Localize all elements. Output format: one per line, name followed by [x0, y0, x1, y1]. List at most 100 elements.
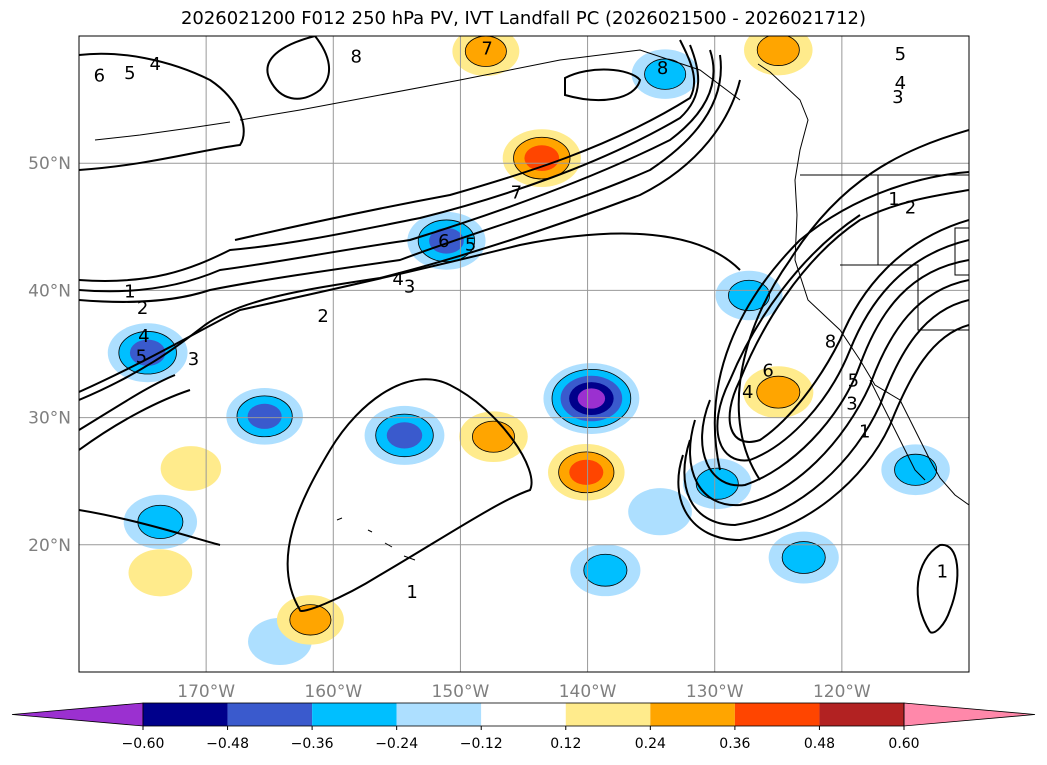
- pv-contour-4: [79, 54, 722, 303]
- ivt-anomaly-level: [160, 446, 222, 491]
- ivt-anomaly-blob: [160, 446, 222, 491]
- pv-contour-label: 4: [895, 73, 906, 94]
- pv-contour-trough-1: [728, 189, 969, 443]
- ivt-anomaly-level: [247, 403, 282, 429]
- ivt-anomaly-level: [386, 422, 423, 449]
- colorbar-segment: [819, 703, 904, 726]
- ivt-anomaly-blob: [128, 549, 193, 597]
- pv-contour-north-8: [564, 68, 642, 101]
- pv-contour-label: 1: [937, 562, 948, 583]
- pv-contour-trough-6: [677, 324, 969, 542]
- ivt-anomaly-blob: [743, 366, 814, 419]
- pv-contour-label: 5: [895, 44, 906, 65]
- aleutian-islands: [94, 121, 231, 141]
- colorbar-tick-label: −0.24: [375, 736, 418, 752]
- pv-contour-label: 5: [124, 63, 135, 84]
- colorbar-segment: [734, 703, 820, 726]
- colorbar-frame: [142, 702, 905, 727]
- pv-contour-label: 2: [905, 198, 916, 219]
- colorbar-tick-label: −0.12: [460, 736, 503, 752]
- pv-contour-label: 6: [762, 361, 773, 382]
- hawaii-islands: [336, 517, 416, 561]
- ivt-anomaly-blob: [570, 544, 641, 597]
- pv-contour-label: 6: [94, 65, 105, 86]
- ivt-anomaly-blob: [768, 531, 839, 584]
- colorbar-tick-label: 0.24: [635, 736, 666, 752]
- ivt-anomaly-blob: [682, 458, 752, 510]
- ivt-anomaly-blob: [628, 488, 692, 536]
- colorbar-segment: [143, 703, 228, 726]
- colorbar-high-extend: [903, 702, 1036, 727]
- pv-contour-se-1: [916, 543, 959, 634]
- latitude-label: 50°N: [28, 154, 71, 174]
- pv-contour-label: 7: [511, 182, 522, 203]
- ivt-anomaly-level: [894, 453, 938, 486]
- pv-contour-label: 3: [846, 394, 857, 415]
- pv-contour-label: 6: [438, 231, 449, 252]
- latitude-label: 30°N: [28, 409, 71, 429]
- ivt-anomaly-level: [756, 375, 801, 409]
- pv-contour-label: 8: [657, 58, 668, 79]
- ivt-anomaly-level: [569, 459, 604, 485]
- pv-contours: [79, 36, 969, 634]
- pv-contour-3: [79, 79, 741, 401]
- colorbar-segment: [227, 703, 313, 726]
- ivt-anomaly-blob: [715, 270, 783, 321]
- longitude-label: 140°W: [559, 682, 617, 702]
- ivt-anomaly-blob: [543, 363, 640, 434]
- pv-contour-label: 2: [317, 306, 328, 327]
- ivt-anomaly-blob: [631, 49, 699, 99]
- pv-contour-label: 7: [481, 39, 492, 60]
- pv-contour-label: 8: [350, 46, 361, 67]
- ivt-anomaly-blob: [226, 388, 303, 445]
- pv-contour-label: 4: [138, 326, 149, 347]
- ivt-anomaly-level: [628, 488, 692, 536]
- pv-contour-northwest: [79, 52, 245, 171]
- baja-coastline: [869, 379, 926, 481]
- ivt-anomaly-blob: [123, 494, 198, 550]
- colorbar-segment: [650, 703, 735, 726]
- pv-contour-6: [79, 44, 700, 282]
- pv-contour-sw-2: [79, 374, 176, 431]
- pv-contour-label: 3: [404, 277, 415, 298]
- ivt-anomaly-level: [756, 36, 800, 66]
- ivt-anomaly-blob: [744, 36, 813, 76]
- pv-contour-7: [234, 39, 696, 241]
- ivt-anomaly-blob: [364, 405, 445, 465]
- ivt-anomaly-level: [471, 420, 515, 453]
- pv-contour-trough-2: [716, 214, 969, 462]
- alaska-coastline: [239, 49, 741, 121]
- pv-contour-low-1: [286, 378, 533, 612]
- pv-contour-sw-1: [79, 389, 191, 451]
- north-america-coastline: [757, 63, 969, 506]
- colorbar-tick-label: −0.48: [206, 736, 249, 752]
- colorbar-tick-label: −0.36: [291, 736, 334, 752]
- colorbar-tick-label: −0.60: [122, 736, 165, 752]
- pv-contour-5: [79, 49, 715, 293]
- coastlines: [94, 49, 969, 561]
- pv-contour-label: 1: [124, 282, 135, 303]
- ivt-anomaly-level: [583, 553, 628, 587]
- pv-contour-label: 4: [150, 54, 161, 75]
- pv-contour-label: 3: [188, 349, 199, 370]
- ivt-anomaly-level: [128, 549, 193, 597]
- colorbar-tick-label: 0.36: [719, 736, 750, 752]
- latitude-label: 20°N: [28, 536, 71, 556]
- longitude-label: 170°W: [177, 682, 235, 702]
- colorbar: −0.60 −0.48 −0.36 −0.24 −0.12 0.12 0.24 0.36 0.4…: [11, 702, 1036, 752]
- longitude-label: 120°W: [813, 682, 871, 702]
- ivt-anomaly-blob: [276, 595, 344, 645]
- longitude-label: 130°W: [686, 682, 744, 702]
- pv-contour-trough-4: [689, 279, 969, 507]
- pv-contour-label: 1: [888, 189, 899, 210]
- pv-contour-trough-3: [701, 259, 969, 487]
- pv-contour-label: 4: [742, 382, 753, 403]
- state-borders: [800, 174, 969, 331]
- colorbar-tick-label: 0.48: [804, 736, 835, 752]
- pv-contour-label: 1: [406, 582, 417, 603]
- pv-contour-label: 3: [892, 87, 903, 108]
- ivt-pc-shading: [107, 36, 950, 666]
- pv-contour-label: 8: [825, 331, 836, 352]
